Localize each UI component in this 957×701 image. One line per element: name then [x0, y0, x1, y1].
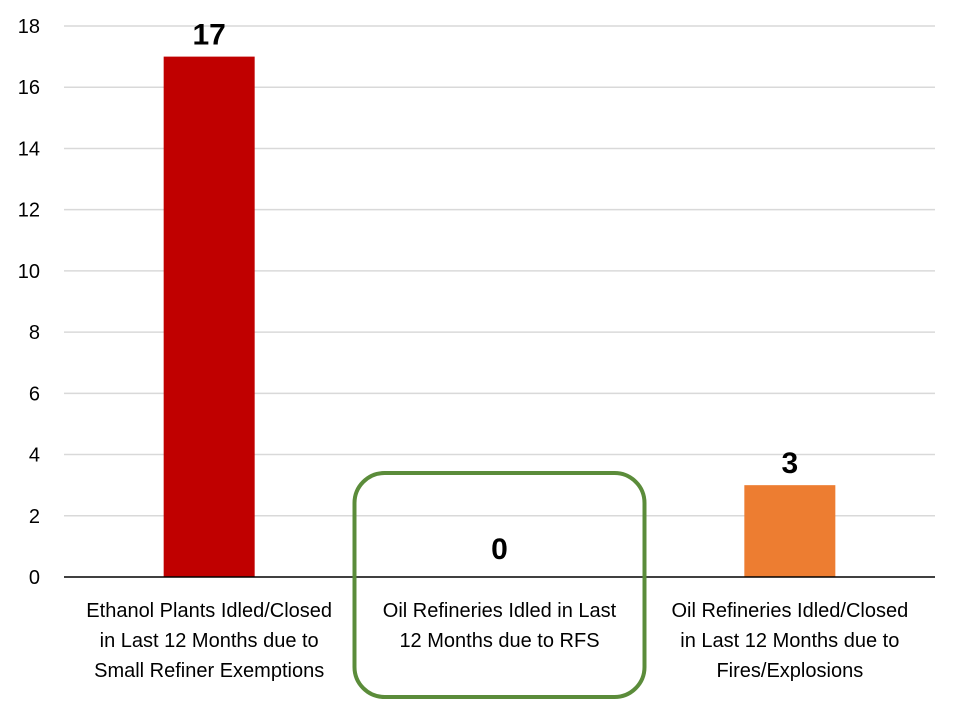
- category-label-line: Small Refiner Exemptions: [94, 660, 324, 682]
- labels: 0 2 4 6 8 10 12 14 16 18 17 Ethanol Plants Idled/Cl…: [18, 16, 908, 682]
- y-tick-label: 4: [29, 445, 40, 467]
- bar: [163, 56, 255, 578]
- y-tick-label: 8: [29, 322, 40, 344]
- highlight-box: [352, 471, 647, 699]
- category-label-line: Oil Refineries Idled in Last: [383, 600, 617, 622]
- y-tick-label: 12: [18, 200, 40, 222]
- category-label-line: Fires/Explosions: [716, 660, 863, 682]
- y-tick-label: 16: [18, 77, 40, 99]
- y-tick-label: 14: [18, 138, 40, 160]
- y-tick-label: 0: [29, 567, 40, 589]
- bar: [744, 485, 836, 577]
- y-tick-label: 18: [18, 16, 40, 38]
- bars: [163, 56, 836, 578]
- y-tick-label: 6: [29, 383, 40, 405]
- data-label: 0: [491, 533, 508, 566]
- category-label-line: Oil Refineries Idled/Closed: [671, 600, 908, 622]
- data-label: 3: [781, 447, 798, 480]
- category-label: Oil Refineries Idled/Closed in Last 12 Mo…: [671, 600, 908, 682]
- category-label-line: Ethanol Plants Idled/Closed: [86, 600, 332, 622]
- category-label-line: in Last 12 Months due to: [680, 630, 899, 652]
- category-label: Oil Refineries Idled in Last 12 Months du…: [383, 600, 617, 652]
- category-label-line: 12 Months due to RFS: [399, 630, 599, 652]
- data-label: 17: [192, 19, 225, 52]
- category-label-line: in Last 12 Months due to: [100, 630, 319, 652]
- y-tick-label: 10: [18, 261, 40, 283]
- category-label: Ethanol Plants Idled/Closed in Last 12 Mo…: [86, 600, 332, 682]
- y-tick-label: 2: [29, 506, 40, 528]
- highlight: [352, 471, 647, 699]
